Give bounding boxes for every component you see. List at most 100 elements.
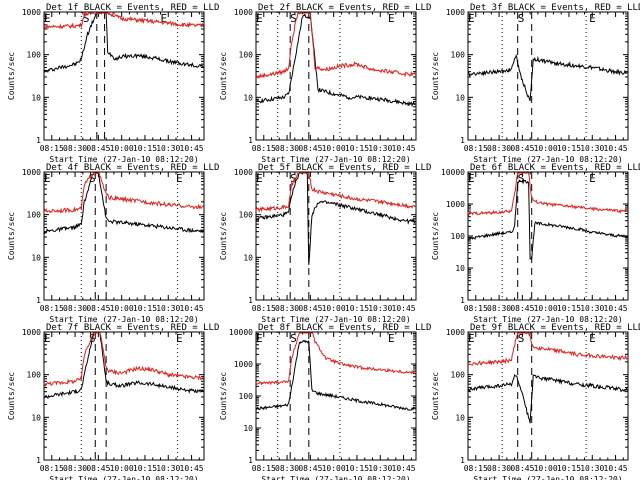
y-tick-label: 10 [455, 413, 465, 422]
y-tick-label: 10 [31, 253, 41, 262]
x-tick-label: 10:30 [156, 304, 180, 313]
plot-frame [43, 331, 205, 461]
x-tick-label: 08:15 [40, 464, 64, 473]
x-tick-label: 08:30 [63, 144, 87, 153]
panel-det-8: Det 8f BLACK = Events, RED = LLD 1 10 100 10… [219, 323, 431, 480]
x-tick-label: 08:15 [40, 304, 64, 313]
panel-title: Det 2f BLACK = Events, RED = LLD [258, 3, 431, 13]
interval-letter-end: E [388, 172, 395, 185]
x-tick-label: 08:45 [86, 304, 110, 313]
y-tick-label: 10 [455, 264, 465, 273]
x-tick-label: 10:15 [345, 144, 369, 153]
y-tick-label: 10000 [441, 168, 465, 177]
x-tick-label: 10:30 [368, 144, 392, 153]
x-tick-label: 10:45 [604, 144, 628, 153]
x-tick-label: 08:45 [510, 464, 534, 473]
interval-letter-source: S [518, 332, 525, 345]
panel-det-2: Det 2f BLACK = Events, RED = LLD 1 10 100 10… [219, 3, 431, 164]
y-tick-label: 10 [31, 93, 41, 102]
y-tick-label: 1000 [446, 8, 465, 17]
plot-frame [467, 331, 629, 461]
plot-frame [43, 171, 205, 301]
panel-title: Det 3f BLACK = Events, RED = LLD [470, 3, 640, 13]
lld-series-line [467, 172, 628, 217]
interval-letter-end: E [388, 332, 395, 345]
y-axis-label: Counts/sec [431, 52, 440, 100]
x-tick-label: 10:00 [110, 464, 134, 473]
lld-series-line [255, 172, 416, 213]
x-tick-label: 10:30 [368, 304, 392, 313]
y-tick-label: 1000 [22, 168, 41, 177]
interval-letter-end: E [589, 332, 596, 345]
interval-letter-end: E [388, 12, 395, 25]
x-tick-label: 10:00 [110, 144, 134, 153]
x-tick-label: 10:45 [392, 464, 416, 473]
y-tick-label: 100 [27, 51, 42, 60]
x-tick-label: 08:45 [298, 464, 322, 473]
x-tick-label: 08:30 [275, 464, 299, 473]
events-series-line [467, 53, 628, 102]
y-axis-label: Counts/sec [431, 372, 440, 420]
x-tick-label: 08:30 [487, 144, 511, 153]
x-tick-label: 08:30 [63, 464, 87, 473]
y-tick-label: 100 [27, 211, 42, 220]
y-axis-label: Counts/sec [219, 52, 228, 100]
x-tick-label: 10:15 [557, 144, 581, 153]
lld-series-line [255, 332, 416, 386]
x-axis-label: Start Time (27-Jan-10 08:12:20) [49, 475, 198, 480]
x-tick-label: 10:45 [392, 144, 416, 153]
interval-letter-source: S [290, 332, 297, 345]
x-tick-label: 10:15 [557, 304, 581, 313]
x-tick-label: 08:15 [252, 464, 276, 473]
panel-title: Det 4f BLACK = Events, RED = LLD [46, 163, 219, 173]
y-tick-label: 100 [239, 211, 254, 220]
events-series-line [255, 172, 416, 265]
x-tick-label: 10:15 [133, 464, 157, 473]
plot-frame [255, 11, 417, 141]
interval-letter-start: E [256, 172, 263, 185]
x-tick-label: 10:00 [534, 464, 558, 473]
panel-title: Det 5f BLACK = Events, RED = LLD [258, 163, 431, 173]
x-tick-label: 10:45 [392, 304, 416, 313]
y-tick-label: 100 [239, 51, 254, 60]
y-axis-label: Counts/sec [219, 212, 228, 260]
interval-letter-end: E [176, 172, 183, 185]
interval-letter-start: E [468, 332, 475, 345]
interval-letter-source: S [518, 172, 525, 185]
panel-title: Det 1f BLACK = Events, RED = LLD [46, 3, 219, 13]
x-axis-label: Start Time (27-Jan-10 08:12:20) [261, 315, 410, 324]
y-tick-label: 1 [248, 456, 253, 465]
events-series-line [467, 179, 628, 261]
y-tick-label: 100 [451, 51, 466, 60]
interval-letter-start: E [44, 172, 51, 185]
y-tick-label: 10 [243, 424, 253, 433]
interval-letter-start: E [468, 172, 475, 185]
y-tick-label: 1000 [22, 328, 41, 337]
interval-letter-end: E [161, 12, 168, 25]
x-tick-label: 08:45 [510, 144, 534, 153]
panel-det-9: Det 9f BLACK = Events, RED = LLD 1 10 100 10… [431, 323, 640, 480]
x-tick-label: 08:15 [252, 304, 276, 313]
plot-frame [43, 11, 205, 141]
x-axis-label: Start Time (27-Jan-10 08:12:20) [473, 155, 622, 164]
y-tick-label: 1 [36, 296, 41, 305]
interval-letter-source: S [290, 12, 297, 25]
interval-letter-start: E [44, 332, 51, 345]
x-tick-label: 10:00 [322, 304, 346, 313]
panel-det-1: Det 1f BLACK = Events, RED = LLD 1 10 100 10… [7, 3, 219, 164]
x-tick-label: 08:45 [298, 304, 322, 313]
panel-title: Det 6f BLACK = Events, RED = LLD [470, 163, 640, 173]
y-tick-label: 100 [451, 232, 466, 241]
x-tick-label: 10:30 [156, 144, 180, 153]
plot-frame [467, 11, 629, 141]
panel-det-3: Det 3f BLACK = Events, RED = LLD 1 10 100 10… [431, 3, 640, 164]
panel-title: Det 7f BLACK = Events, RED = LLD [46, 323, 219, 333]
lld-series-line [467, 332, 628, 366]
lld-series-line [43, 172, 204, 214]
x-tick-label: 10:45 [180, 304, 204, 313]
interval-letter-source: S [518, 12, 525, 25]
x-tick-label: 10:00 [534, 144, 558, 153]
x-tick-label: 10:15 [557, 464, 581, 473]
y-tick-label: 10 [31, 413, 41, 422]
